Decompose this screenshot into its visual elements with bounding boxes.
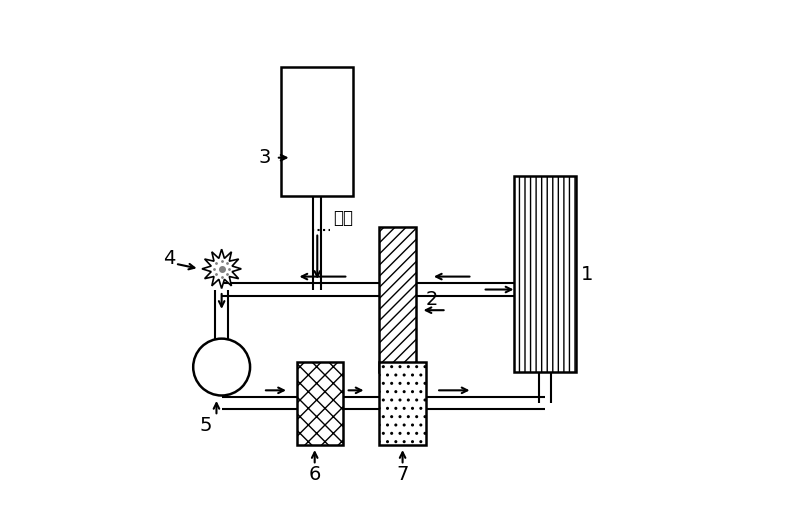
Text: 开关: 开关: [333, 209, 353, 227]
Bar: [281, 67, 354, 196]
Text: 1: 1: [581, 265, 594, 283]
Bar: [379, 227, 415, 372]
Polygon shape: [202, 249, 242, 288]
Circle shape: [194, 339, 250, 396]
Text: 2: 2: [426, 291, 438, 309]
Bar: [379, 362, 426, 445]
Text: 5: 5: [200, 416, 212, 435]
Bar: [297, 362, 343, 445]
Text: 6: 6: [309, 465, 321, 484]
Text: 3: 3: [258, 148, 270, 167]
Bar: [514, 176, 576, 372]
Text: 7: 7: [396, 465, 409, 484]
Text: 4: 4: [162, 249, 175, 268]
